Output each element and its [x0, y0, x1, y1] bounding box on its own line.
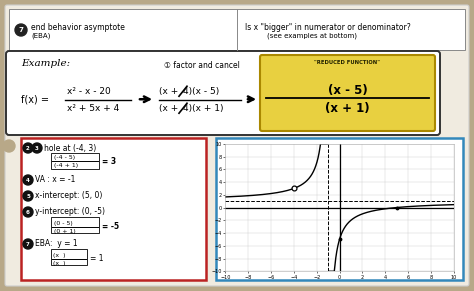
Text: (x +: (x +	[159, 87, 178, 96]
Text: EBA:  y = 1: EBA: y = 1	[35, 239, 78, 249]
Text: (x + 1): (x + 1)	[325, 102, 370, 115]
Circle shape	[23, 239, 33, 249]
Text: ① factor and cancel: ① factor and cancel	[164, 61, 240, 70]
Text: y-intercept: (0, -5): y-intercept: (0, -5)	[35, 207, 105, 217]
Bar	[216, 138, 463, 280]
Text: 5: 5	[26, 194, 30, 198]
Text: x² + 5x + 4: x² + 5x + 4	[67, 104, 119, 113]
Text: 4)(x - 5): 4)(x - 5)	[183, 87, 219, 96]
Text: 4)(x + 1): 4)(x + 1)	[183, 104, 224, 113]
Circle shape	[3, 140, 15, 152]
Bar	[51, 217, 99, 233]
FancyBboxPatch shape	[6, 51, 440, 135]
Text: f(x) =: f(x) =	[21, 94, 49, 104]
Text: (x - 5): (x - 5)	[328, 84, 367, 97]
Text: Is x "bigger" in numerator or denominator?: Is x "bigger" in numerator or denominato…	[245, 22, 411, 31]
Text: 4: 4	[26, 178, 30, 182]
Circle shape	[23, 207, 33, 217]
Circle shape	[32, 143, 42, 153]
Text: 2: 2	[26, 146, 30, 150]
FancyBboxPatch shape	[5, 5, 469, 286]
Text: (x  ): (x )	[53, 262, 65, 267]
Text: 6: 6	[26, 210, 30, 214]
Text: (0 + 1): (0 + 1)	[54, 230, 76, 235]
Text: x-intercept: (5, 0): x-intercept: (5, 0)	[35, 191, 102, 200]
Text: 3: 3	[35, 146, 39, 150]
FancyBboxPatch shape	[260, 55, 435, 131]
Text: VA : x = -1: VA : x = -1	[35, 175, 75, 184]
Bar	[51, 249, 87, 265]
Circle shape	[15, 24, 27, 36]
Circle shape	[23, 143, 33, 153]
Text: (-4 + 1): (-4 + 1)	[54, 164, 78, 168]
Text: (-4 - 5): (-4 - 5)	[54, 155, 75, 161]
Bar	[51, 153, 99, 169]
Text: 7: 7	[26, 242, 30, 246]
Text: Example:: Example:	[21, 59, 70, 68]
Text: x² - x - 20: x² - x - 20	[67, 87, 111, 96]
Bar	[21, 138, 206, 280]
Circle shape	[23, 175, 33, 185]
Text: = 3: = 3	[102, 157, 116, 166]
Circle shape	[23, 191, 33, 201]
Text: hole at (-4, 3): hole at (-4, 3)	[44, 143, 96, 152]
Text: (x +: (x +	[159, 104, 178, 113]
Text: 7: 7	[18, 27, 23, 33]
Text: (x  ): (x )	[53, 253, 65, 258]
Text: (0 - 5): (0 - 5)	[54, 221, 73, 226]
Text: (see examples at bottom): (see examples at bottom)	[267, 33, 357, 39]
Text: (EBA): (EBA)	[31, 33, 50, 39]
Text: end behavior asymptote: end behavior asymptote	[31, 22, 125, 31]
Bar	[9, 9, 465, 50]
Text: = -5: = -5	[102, 222, 119, 231]
Text: "REDUCED FUNCTION": "REDUCED FUNCTION"	[315, 59, 381, 65]
Text: = 1: = 1	[90, 254, 103, 263]
